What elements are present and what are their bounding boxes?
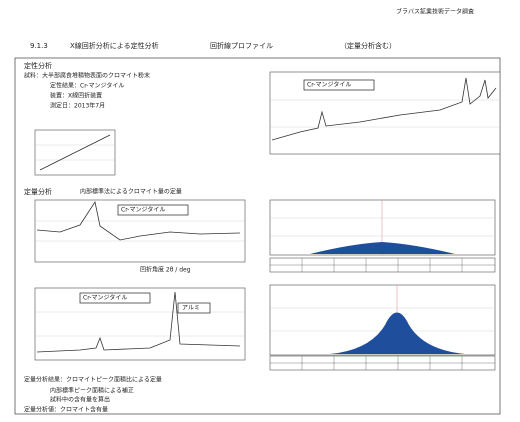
peak-label: Cr-マンジタイル — [83, 294, 127, 302]
footer-line: 定量分析値：クロマイト含有量 — [24, 406, 108, 414]
section-title: X線回折分析による定性分析 — [70, 41, 159, 50]
peak-label-box — [79, 292, 151, 304]
profile-chart-bottom — [269, 284, 496, 371]
peak-label: Cr-マンジタイル — [121, 206, 165, 214]
qualitative-line: 定性結果：Cr-マンジタイル — [50, 82, 124, 90]
peak-label-box — [303, 79, 375, 91]
section-number: 9.1.3 — [30, 42, 48, 50]
footer-line: 内部標準ピーク面積による補正 — [50, 387, 134, 395]
qualitative-line: 試料：大半部腐食堆積物表面のクロマイト粉末 — [24, 72, 150, 80]
qualitative-line: 測定日：2013年7月 — [50, 102, 105, 110]
peak-label: Cr-マンジタイル — [307, 81, 351, 89]
report-frame — [14, 57, 501, 415]
quantitative-note: 内部標準法によるクロマイト量の定量 — [80, 188, 182, 196]
qualitative-line: 装置：X線回折装置 — [50, 92, 102, 100]
peak-label-box — [177, 302, 211, 314]
peak-label-box — [117, 204, 189, 216]
axis-caption: 回折角度 2θ / deg — [140, 266, 191, 274]
peak-label: アルミ — [182, 305, 200, 312]
section-note: （定量分析含む） — [340, 41, 396, 50]
section-subtitle: 回折線プロファイル — [210, 41, 273, 50]
header-org: ブラバス鉱業技術データ調査 — [396, 8, 474, 16]
profile-chart-mid — [269, 199, 496, 273]
qualitative-heading: 定性分析 — [24, 61, 52, 70]
quantitative-heading: 定量分析 — [24, 187, 52, 196]
footer-line: 試料中の含有量を算出 — [50, 396, 110, 404]
footer-line: 定量分析結果：クロマイトピーク面積比による定量 — [24, 376, 162, 384]
calibration-chart — [34, 129, 116, 176]
